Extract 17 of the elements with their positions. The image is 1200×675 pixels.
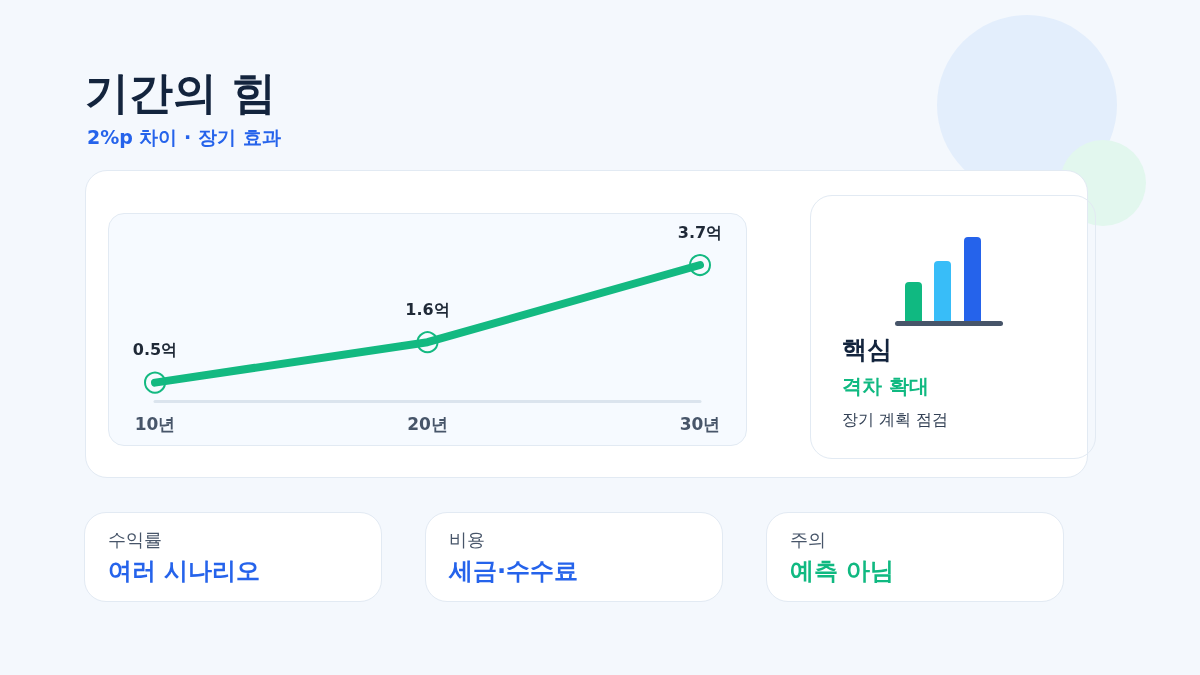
- text: 수익률: [108, 528, 162, 552]
- text: 격차 확대: [842, 373, 929, 400]
- x-tick-label: 30년: [679, 413, 721, 434]
- x-tick-label: 20년: [407, 413, 448, 434]
- x-tick-label: 10년: [134, 413, 176, 434]
- text: 장기 계획 점검: [842, 410, 949, 431]
- chart-subtitle: 2%p 차이 · 장기 효과: [87, 125, 281, 150]
- text: 주의: [790, 528, 826, 552]
- chart-title: 기간의 힘: [85, 66, 277, 120]
- text: 핵심: [842, 334, 892, 366]
- data-label: 1.6억: [405, 299, 450, 319]
- text: 세금·수수료: [449, 556, 579, 587]
- data-label: 3.7억: [677, 222, 723, 242]
- data-label: 0.5억: [132, 340, 178, 360]
- text: 비용: [449, 528, 485, 552]
- text: 여러 시나리오: [108, 556, 261, 587]
- text: 예측 아님: [790, 556, 895, 587]
